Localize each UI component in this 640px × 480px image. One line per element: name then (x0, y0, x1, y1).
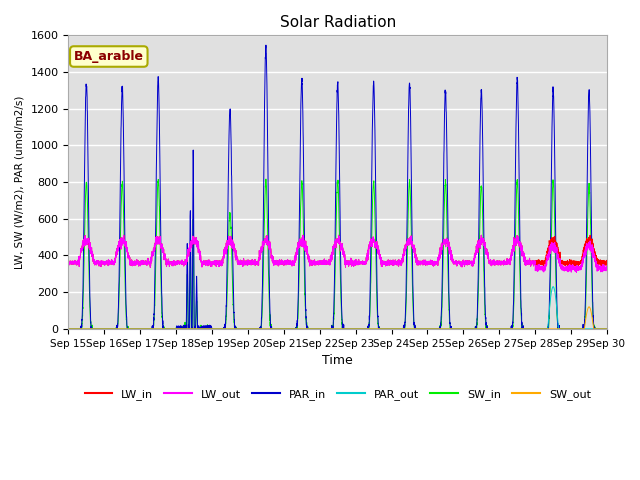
PAR_in (65, 326, 72, 332)
SW_in (429, 326, 436, 332)
LW_out (65, 260, 72, 265)
SW_in (65, 326, 72, 332)
SW_out (602, 326, 610, 332)
LW_in (429, 261, 436, 266)
LW_in (489, 259, 497, 264)
PAR_in (262, 42, 270, 48)
SW_out (603, 326, 611, 332)
PAR_in (489, 326, 497, 332)
LW_out (120, 232, 127, 238)
SW_out (585, 304, 593, 310)
Title: Solar Radiation: Solar Radiation (280, 15, 396, 30)
PAR_out (489, 326, 497, 332)
LW_out (161, 255, 169, 261)
SW_in (161, 326, 169, 332)
LW_in (603, 260, 611, 266)
LW_out (489, 260, 497, 265)
SW_out (65, 326, 72, 332)
LW_out (573, 270, 580, 276)
PAR_in (458, 326, 466, 332)
PAR_out (602, 326, 610, 332)
SW_out (429, 326, 436, 332)
Line: LW_in: LW_in (68, 235, 607, 267)
LW_out (429, 262, 436, 268)
PAR_in (603, 326, 611, 332)
LW_out (603, 265, 611, 271)
PAR_out (317, 326, 325, 332)
LW_in (603, 260, 611, 266)
Y-axis label: LW, SW (W/m2), PAR (umol/m2/s): LW, SW (W/m2), PAR (umol/m2/s) (15, 96, 25, 269)
LW_in (459, 260, 467, 265)
SW_out (161, 326, 169, 332)
PAR_in (429, 326, 436, 332)
X-axis label: Time: Time (323, 354, 353, 367)
LW_out (317, 261, 325, 266)
SW_in (602, 326, 610, 332)
PAR_out (458, 326, 466, 332)
SW_in (317, 326, 325, 332)
PAR_out (603, 326, 611, 332)
PAR_out (549, 284, 557, 289)
LW_out (603, 265, 611, 271)
LW_in (65, 260, 72, 265)
SW_out (489, 326, 497, 332)
PAR_in (602, 326, 610, 332)
Line: SW_out: SW_out (68, 307, 607, 329)
Line: SW_in: SW_in (68, 179, 607, 329)
PAR_out (161, 326, 169, 332)
SW_in (489, 326, 497, 332)
LW_out (458, 262, 466, 267)
SW_out (458, 326, 466, 332)
Line: LW_out: LW_out (68, 235, 607, 273)
SW_in (458, 326, 466, 332)
PAR_out (65, 326, 72, 332)
Line: PAR_in: PAR_in (68, 45, 607, 329)
LW_in (147, 264, 154, 270)
SW_in (262, 176, 270, 182)
PAR_in (317, 326, 325, 332)
SW_out (317, 326, 325, 332)
LW_in (120, 232, 127, 238)
LW_in (161, 256, 169, 262)
PAR_in (161, 326, 169, 332)
LW_in (318, 260, 326, 265)
Text: BA_arable: BA_arable (74, 50, 144, 63)
Legend: LW_in, LW_out, PAR_in, PAR_out, SW_in, SW_out: LW_in, LW_out, PAR_in, PAR_out, SW_in, S… (80, 384, 595, 404)
SW_in (603, 326, 611, 332)
PAR_out (429, 326, 436, 332)
Line: PAR_out: PAR_out (68, 287, 607, 329)
